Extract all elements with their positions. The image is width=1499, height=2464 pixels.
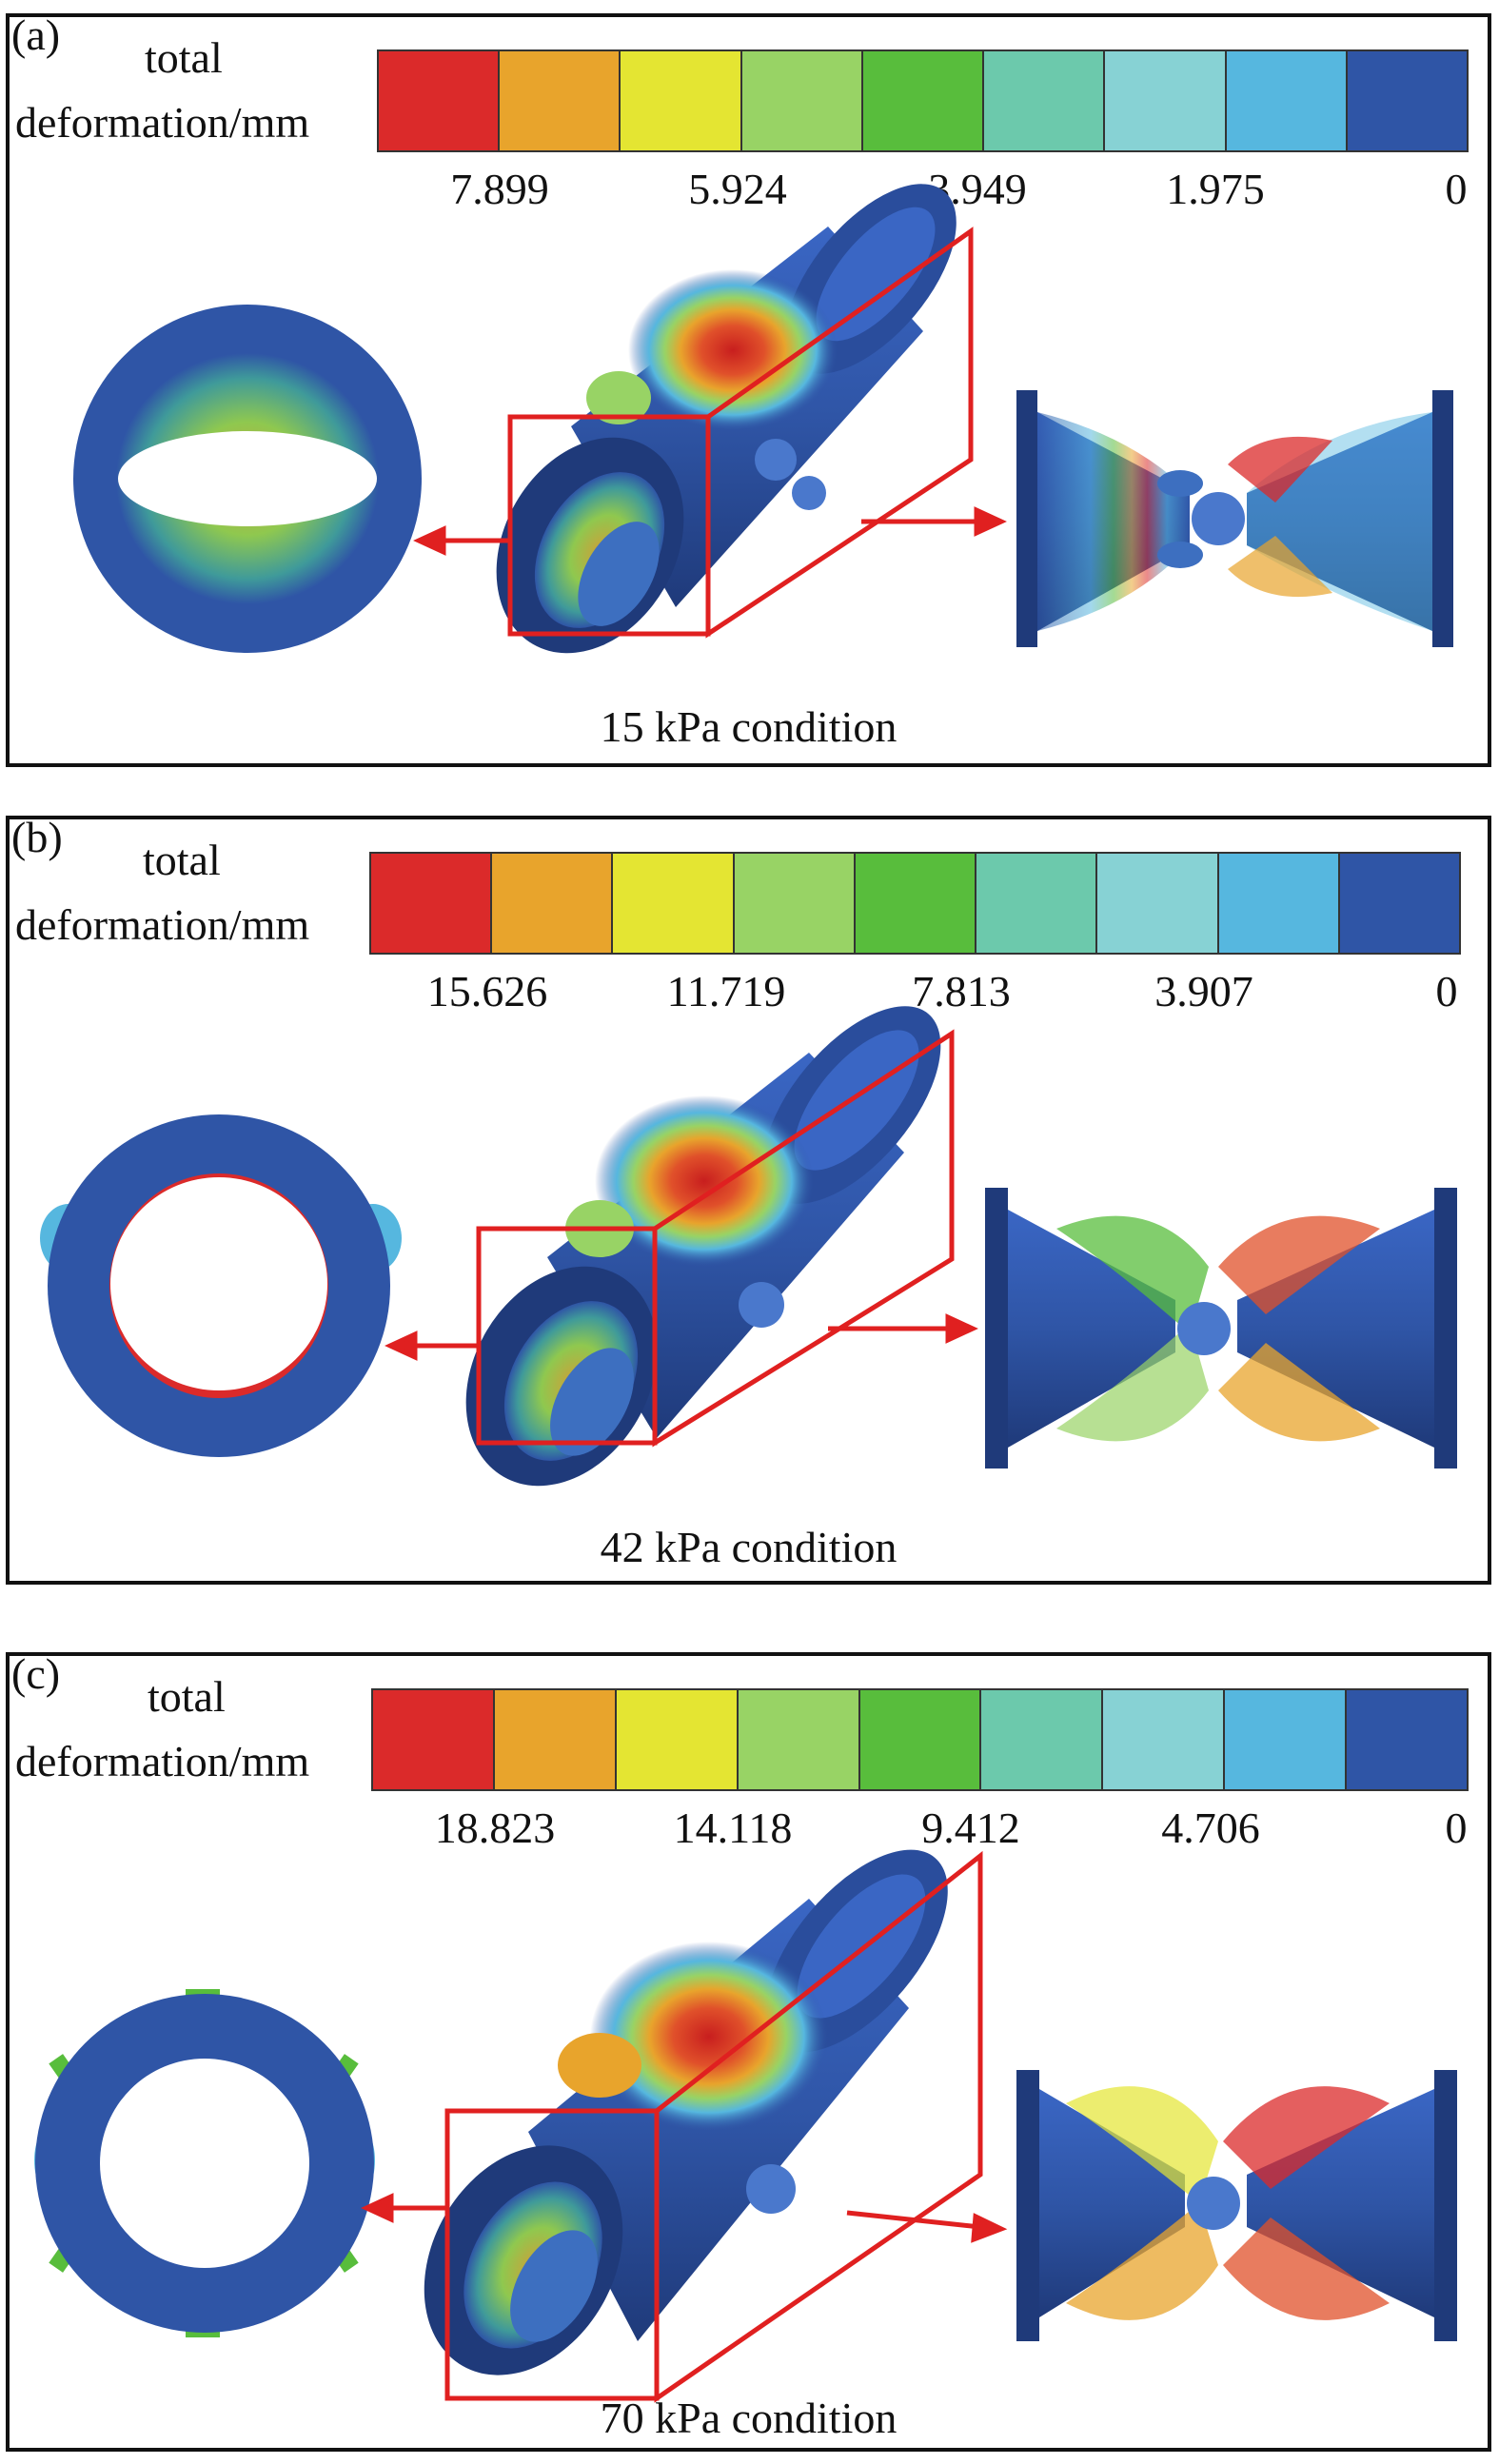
legend-tick: 0 <box>1445 165 1468 213</box>
valve-body-3d <box>424 1849 948 2375</box>
legend-swatch <box>859 1690 982 1789</box>
legend-swatch <box>492 854 614 953</box>
panel-a: (a) total deformation/mm 7.899 5.924 3.9… <box>6 13 1491 767</box>
legend-swatch <box>616 1690 739 1789</box>
legend-swatch <box>1097 854 1219 953</box>
legend-swatch <box>1226 51 1348 150</box>
legend-tick: 5.924 <box>688 165 787 213</box>
legend-tick: 14.118 <box>673 1804 793 1852</box>
valve-body-3d <box>496 184 957 654</box>
panel-tag: (a) <box>11 10 61 59</box>
legend-title-line2: deformation/mm <box>15 900 310 949</box>
legend-swatch <box>734 854 856 953</box>
front-ring-view <box>73 305 422 653</box>
legend-tick: 0 <box>1435 967 1458 1015</box>
arrow-left <box>413 525 510 556</box>
highlight-box <box>444 1850 983 2403</box>
legend-swatch <box>862 51 985 150</box>
legend-swatch <box>1225 1690 1348 1789</box>
legend-title-line1: total <box>145 33 223 82</box>
legend-swatch <box>373 1690 495 1789</box>
legend-tick: 11.719 <box>666 967 786 1015</box>
highlight-box <box>476 1029 955 1448</box>
deformation-model-illustration <box>73 184 1453 654</box>
deformation-model-illustration <box>34 1849 1457 2403</box>
legend-swatch <box>738 1690 860 1789</box>
legend-tick: 4.706 <box>1161 1804 1260 1852</box>
legend-swatch <box>494 1690 617 1789</box>
legend-swatch <box>379 51 501 150</box>
legend-tick: 3.907 <box>1154 967 1253 1015</box>
color-legend-bar <box>377 49 1469 152</box>
panel-b: (b) total deformation/mm 15.626 11.719 7… <box>6 816 1491 1585</box>
legend-tick: 7.899 <box>450 165 549 213</box>
arrow-left <box>385 1331 479 1361</box>
legend-swatch <box>621 51 742 150</box>
arrow-right <box>846 2210 1008 2243</box>
legend-tick: 0 <box>1445 1804 1468 1852</box>
legend-swatch <box>1105 51 1227 150</box>
legend-title-line2: deformation/mm <box>15 98 310 147</box>
legend-swatch <box>855 854 977 953</box>
legend-swatch <box>984 51 1106 150</box>
front-ring-view <box>34 1989 375 2337</box>
arrow-left <box>361 2193 447 2223</box>
legend-swatch <box>981 1690 1104 1789</box>
deformation-model-illustration <box>40 1006 1457 1487</box>
legend-tick: 1.975 <box>1166 165 1265 213</box>
legend-swatch <box>1347 51 1467 150</box>
color-legend-bar <box>369 852 1461 955</box>
panel-tag: (c) <box>11 1649 61 1698</box>
panel-c: (c) total deformation/mm 18.823 14.118 9… <box>6 1652 1491 2452</box>
legend-tick: 9.412 <box>921 1804 1020 1852</box>
legend-swatch <box>976 854 1098 953</box>
side-view <box>1016 390 1453 647</box>
legend-tick: 15.626 <box>426 967 548 1015</box>
arrow-right <box>828 1313 978 1344</box>
side-view <box>1016 2070 1457 2341</box>
legend-swatch <box>1103 1690 1226 1789</box>
front-ring-view <box>40 1114 402 1457</box>
color-legend-bar <box>371 1688 1469 1791</box>
legend-swatch <box>1218 854 1340 953</box>
valve-body-3d <box>465 1006 941 1487</box>
legend-swatch <box>500 51 621 150</box>
legend-swatch <box>371 854 493 953</box>
condition-caption: 42 kPa condition <box>600 1523 897 1571</box>
legend-swatch <box>1347 1690 1468 1789</box>
legend-tick: 7.813 <box>912 967 1011 1015</box>
legend-swatch <box>613 854 735 953</box>
panel-tag: (b) <box>11 813 63 861</box>
arrow-right <box>861 506 1007 537</box>
legend-swatch <box>741 51 863 150</box>
side-view <box>985 1188 1457 1469</box>
legend-swatch <box>1339 854 1459 953</box>
legend-title-line2: deformation/mm <box>15 1737 310 1785</box>
highlight-box <box>507 227 974 639</box>
legend-title-line1: total <box>143 836 221 884</box>
condition-caption: 70 kPa condition <box>600 2394 897 2442</box>
legend-tick: 18.823 <box>434 1804 556 1852</box>
legend-title-line1: total <box>148 1672 226 1721</box>
condition-caption: 15 kPa condition <box>600 702 897 751</box>
